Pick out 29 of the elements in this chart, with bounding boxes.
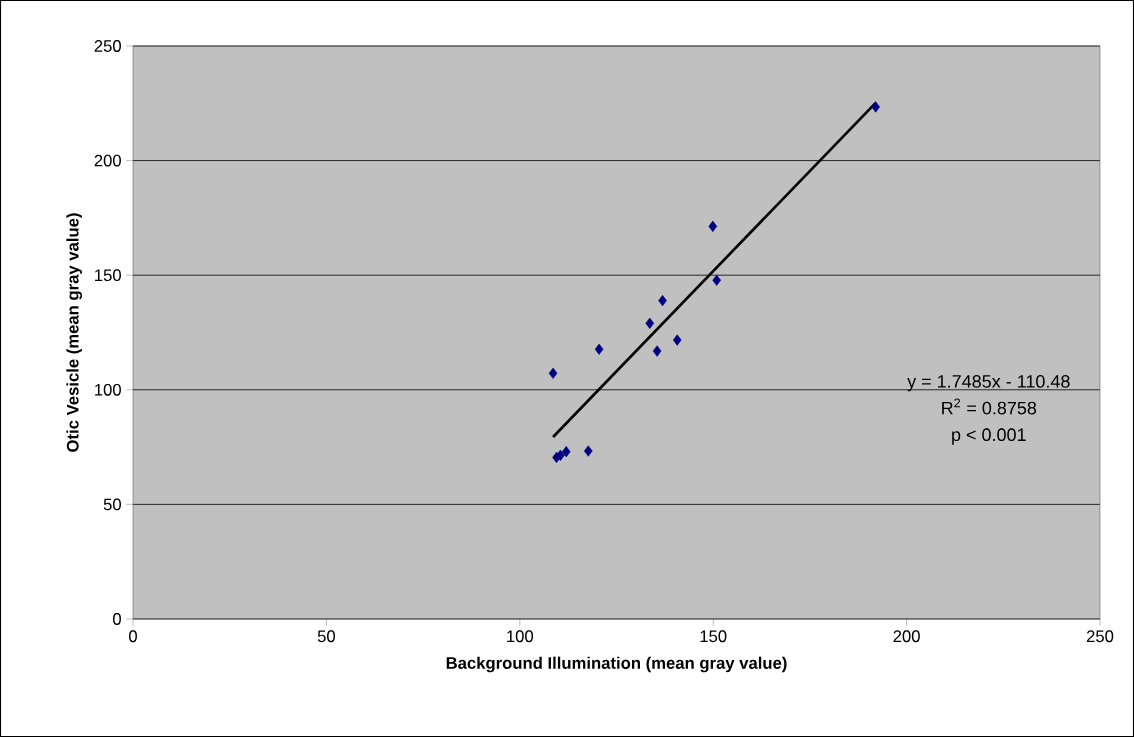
y-tick-label: 0	[113, 613, 121, 625]
point	[708, 220, 718, 232]
point	[584, 445, 593, 457]
point	[561, 446, 571, 458]
annotation: R$^{2}$ = 0.8758	[942, 398, 1037, 415]
annotation: p < 0.001	[952, 428, 1026, 445]
y-tick-label: 200	[94, 154, 121, 167]
y-axis-title: Otic Vesicle (mean gray value)	[66, 213, 82, 452]
point	[658, 295, 667, 307]
x-tick-label: 0	[129, 630, 137, 643]
y-tick-label: 150	[95, 269, 121, 282]
y-tick-label: 100	[95, 383, 121, 396]
point	[594, 343, 604, 355]
point	[871, 101, 880, 113]
point	[672, 334, 682, 346]
point	[645, 317, 655, 329]
point	[712, 274, 721, 286]
x-tick-label: 100	[507, 630, 534, 643]
point	[548, 367, 558, 379]
y-tick-label: 50	[103, 498, 121, 511]
y-tick-label: 250	[94, 40, 121, 52]
x-tick-label: 150	[700, 630, 727, 643]
x-tick-label: 50	[317, 630, 336, 643]
point	[652, 345, 662, 357]
x-axis-title: Background Illumination (mean gray value)	[446, 656, 787, 673]
annotation: y = 1.7485x - 110.48	[907, 375, 1070, 392]
x-tick-label: 200	[893, 630, 920, 643]
x-tick-label: 250	[1086, 630, 1114, 643]
point	[556, 449, 565, 461]
